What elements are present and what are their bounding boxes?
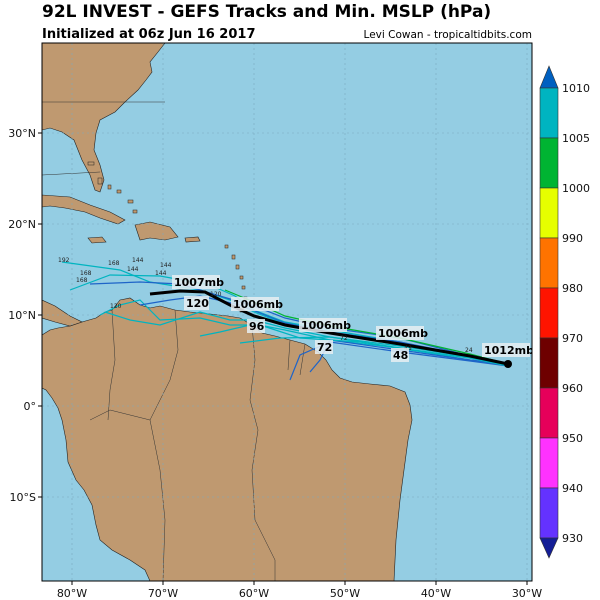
colorbar-extend-bottom [539, 537, 559, 559]
land-jamaica [87, 236, 107, 244]
svg-text:970: 970 [562, 332, 583, 345]
svg-text:60°W: 60°W [239, 587, 269, 600]
svg-text:960: 960 [562, 382, 583, 395]
svg-text:80°W: 80°W [57, 587, 87, 600]
svg-text:30°N: 30°N [8, 127, 36, 140]
track-start-point [504, 360, 512, 368]
label-hour-120: 120 [186, 297, 209, 310]
mean-track-labels: 1012mb 1006mb 48 1006mb 72 1006mb 96 100… [172, 275, 534, 362]
label-hour-48: 48 [393, 349, 408, 362]
svg-text:50°W: 50°W [330, 587, 360, 600]
label-1007mb: 1007mb [174, 276, 224, 289]
svg-text:40°W: 40°W [421, 587, 451, 600]
svg-text:70°W: 70°W [148, 587, 178, 600]
land-puerto-rico [184, 236, 201, 243]
svg-text:120: 120 [110, 303, 122, 310]
label-1006mb-48: 1006mb [378, 327, 428, 340]
svg-text:1010: 1010 [562, 82, 590, 95]
label-1006mb-72: 1006mb [301, 319, 351, 332]
gridlines [42, 43, 532, 581]
init-time: Initialized at 06z Jun 16 2017 [42, 27, 256, 42]
svg-text:1000: 1000 [562, 182, 590, 195]
svg-text:144: 144 [155, 270, 167, 277]
mean-track [149, 289, 509, 366]
svg-text:10°N: 10°N [8, 309, 36, 322]
svg-text:940: 940 [562, 482, 583, 495]
svg-text:168: 168 [108, 260, 120, 267]
svg-text:950: 950 [562, 432, 583, 445]
colorbar-tick-labels: 1010 1005 1000 990 980 970 960 950 940 9… [562, 82, 590, 545]
country-borders [42, 101, 306, 581]
svg-text:0°: 0° [24, 400, 37, 413]
credit: Levi Cowan - tropicaltidbits.com [363, 29, 532, 41]
colorbar-extend-top [539, 65, 559, 89]
svg-text:980: 980 [562, 282, 583, 295]
svg-text:192: 192 [58, 257, 70, 264]
map-frame [41, 42, 533, 582]
svg-text:168: 168 [76, 277, 88, 284]
svg-text:144: 144 [132, 257, 144, 264]
svg-text:72: 72 [340, 335, 348, 342]
label-hour-72: 72 [317, 341, 332, 354]
land-hispaniola [134, 221, 179, 241]
colorbar [539, 65, 559, 559]
svg-text:144: 144 [127, 266, 139, 273]
svg-text:30°W: 30°W [512, 587, 542, 600]
svg-text:20°N: 20°N [8, 218, 36, 231]
land-north-america [42, 43, 166, 193]
svg-text:144: 144 [160, 262, 172, 269]
svg-text:990: 990 [562, 232, 583, 245]
svg-text:10°S: 10°S [10, 491, 36, 504]
land-south-america [42, 297, 413, 581]
chart-title: 92L INVEST - GEFS Tracks and Min. MSLP (… [42, 2, 492, 22]
land-bahamas [87, 161, 138, 214]
label-1012mb: 1012mb [484, 344, 534, 357]
svg-text:120: 120 [210, 291, 222, 298]
svg-text:930: 930 [562, 532, 583, 545]
svg-text:1005: 1005 [562, 132, 590, 145]
svg-text:168: 168 [80, 270, 92, 277]
lat-tick-labels: 30°N 20°N 10°N 0° 10°S [8, 127, 36, 504]
label-1006mb-96: 1006mb [233, 298, 283, 311]
label-hour-96: 96 [249, 320, 265, 333]
land-cuba [42, 194, 126, 225]
lon-tick-labels: 80°W 70°W 60°W 50°W 40°W 30°W [57, 587, 542, 600]
svg-text:24: 24 [465, 347, 473, 354]
